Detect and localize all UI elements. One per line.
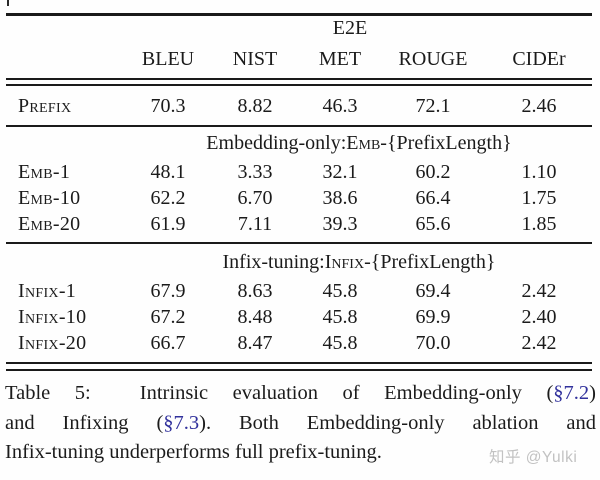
row-label: Emb-1	[18, 161, 71, 183]
cell-value: 70.3	[150, 94, 186, 117]
section-link-7-2[interactable]: §7.2	[553, 382, 590, 404]
caption-line-3: Infix-tuning underperforms full prefix-t…	[5, 438, 596, 468]
section-title-embedding-only: Embedding-only: Emb -{PrefixLength}	[126, 127, 592, 159]
row-label: Prefix	[18, 94, 72, 117]
table-row-infix-10: Infix-10 67.2 8.48 45.8 69.9 2.40	[6, 304, 592, 330]
caption-text: Infix-tuning underperforms full prefix-t…	[5, 441, 382, 463]
cell-value: 6.70	[237, 187, 273, 209]
table-caption: Table 5: Intrinsic evaluation of Embeddi…	[5, 379, 596, 468]
section-title-infix-tuning: Infix-tuning: Infix -{PrefixLength}	[126, 244, 592, 278]
column-header-met: MET	[318, 47, 362, 70]
cell-value: 45.8	[322, 306, 358, 328]
cell-value: 69.9	[415, 306, 451, 328]
caption-text: ). Both Embedding-only ablation and	[199, 411, 596, 434]
table-top-rule	[6, 13, 592, 16]
section-rule	[6, 242, 592, 244]
caption-text: Table 5: Intrinsic evaluation of Embeddi…	[5, 382, 554, 404]
table-row-prefix: Prefix 70.3 8.82 46.3 72.1 2.46	[6, 86, 592, 125]
section-link-7-3[interactable]: §7.3	[163, 411, 200, 434]
section-rule	[6, 125, 592, 127]
cell-value: 72.1	[415, 94, 451, 117]
caption-text: and Infixing (	[5, 411, 164, 434]
stray-mark	[7, 0, 9, 6]
table-row-emb-20: Emb-20 61.9 7.11 39.3 65.6 1.85	[6, 211, 592, 237]
cell-value: 2.46	[521, 94, 557, 117]
caption-line-1: Table 5: Intrinsic evaluation of Embeddi…	[5, 379, 596, 409]
table-group-header-row: E2E	[6, 16, 592, 40]
section-title-smallcaps: Infix	[324, 250, 365, 273]
caption-text: )	[589, 382, 596, 404]
cell-value: 7.11	[237, 213, 273, 235]
cell-value: 8.47	[237, 332, 273, 354]
results-table: E2E BLEU NIST MET ROUGE CIDEr Prefix 70.…	[6, 0, 592, 371]
cell-value: 46.3	[322, 94, 358, 117]
cell-value: 45.8	[322, 332, 358, 354]
column-header-bleu: BLEU	[141, 47, 195, 70]
section-title-text: Embedding-only:	[206, 131, 347, 154]
row-label: Infix-1	[18, 280, 77, 302]
cell-value: 2.42	[521, 332, 557, 354]
table-bottom-rule	[6, 362, 592, 371]
cell-value: 48.1	[150, 161, 186, 183]
table-column-header-row: BLEU NIST MET ROUGE CIDEr	[6, 40, 592, 78]
table-row-infix-1: Infix-1 67.9 8.63 45.8 69.4 2.42	[6, 278, 592, 304]
cell-value: 8.82	[237, 94, 273, 117]
zhihu-watermark: 知乎 @Yulki	[489, 449, 578, 466]
row-label: Infix-10	[18, 306, 87, 328]
cell-value: 1.85	[521, 213, 557, 235]
cell-value: 61.9	[150, 213, 186, 235]
cell-value: 62.2	[150, 187, 186, 209]
row-label: Emb-20	[18, 213, 81, 235]
column-header-cider: CIDEr	[512, 47, 566, 70]
cell-value: 60.2	[415, 161, 451, 183]
cell-value: 67.9	[150, 280, 186, 302]
header-double-rule	[6, 77, 592, 86]
section-title-tail: -{PrefixLength}	[380, 131, 512, 154]
cell-value: 2.40	[521, 306, 557, 328]
caption-line-2: and Infixing (§7.3). Both Embedding-only…	[5, 409, 596, 439]
cell-value: 66.4	[415, 187, 451, 209]
column-header-rouge: ROUGE	[398, 47, 468, 70]
cell-value: 65.6	[415, 213, 451, 235]
cell-value: 3.33	[237, 161, 273, 183]
row-label: Infix-20	[18, 332, 87, 354]
cell-value: 69.4	[415, 280, 451, 302]
column-header-nist: NIST	[232, 47, 278, 70]
row-label: Emb-10	[18, 187, 81, 209]
cell-value: 1.10	[521, 161, 557, 183]
section-title-text: Infix-tuning:	[222, 250, 325, 273]
cell-value: 39.3	[322, 213, 358, 235]
table-row-emb-1: Emb-1 48.1 3.33 32.1 60.2 1.10	[6, 159, 592, 185]
cell-value: 8.48	[237, 306, 273, 328]
cell-value: 1.75	[521, 187, 557, 209]
cell-value: 32.1	[322, 161, 358, 183]
cell-value: 8.63	[237, 280, 273, 302]
section-title-tail: -{PrefixLength}	[364, 250, 496, 273]
cell-value: 2.42	[521, 280, 557, 302]
table-row-emb-10: Emb-10 62.2 6.70 38.6 66.4 1.75	[6, 185, 592, 211]
cell-value: 38.6	[322, 187, 358, 209]
dataset-group-header: E2E	[332, 16, 368, 39]
cell-value: 66.7	[150, 332, 186, 354]
cell-value: 45.8	[322, 280, 358, 302]
section-title-smallcaps: Emb	[346, 131, 381, 154]
cell-value: 67.2	[150, 306, 186, 328]
table-row-infix-20: Infix-20 66.7 8.47 45.8 70.0 2.42	[6, 330, 592, 356]
cell-value: 70.0	[415, 332, 451, 354]
